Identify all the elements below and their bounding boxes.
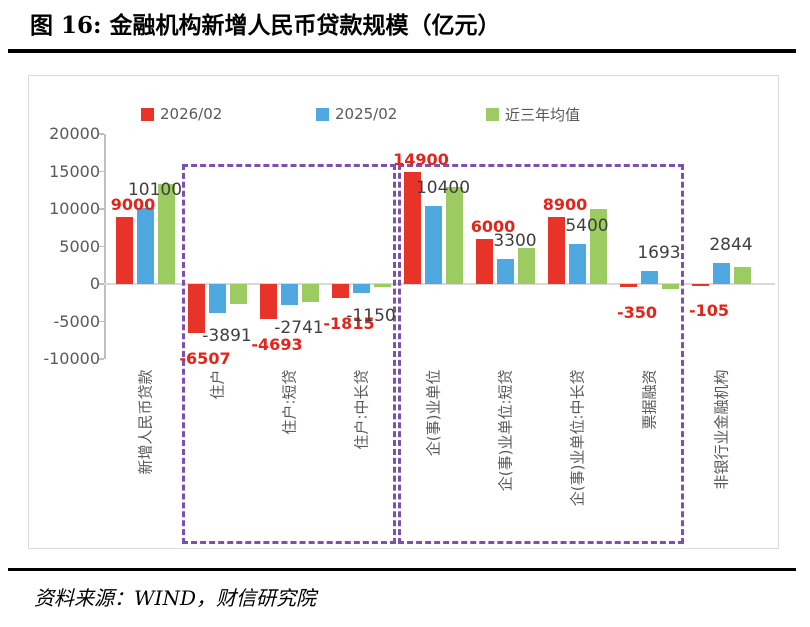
y-axis-line: [104, 134, 106, 359]
data-label-2025/02-新增人民币贷款: 10100: [127, 180, 183, 201]
legend-swatch-icon: [141, 107, 154, 121]
data-label-2026/02-企(事)业单位:中长贷: 8900: [542, 195, 588, 215]
bar-2025/02-住户:短贷: [280, 284, 298, 305]
bar-2026/02-票据融资: [619, 284, 637, 287]
bar-近三年均值-新增人民币贷款: [157, 183, 175, 284]
data-label-2026/02-新增人民币贷款: 9000: [110, 194, 156, 214]
legend-item-近三年均值: 近三年均值: [486, 105, 581, 124]
data-label-2026/02-住户:中长贷: -1815: [323, 313, 375, 333]
highlight-box-1: [182, 164, 396, 544]
category-label-新增人民币贷款: 新增人民币贷款: [136, 369, 154, 475]
bar-2026/02-企(事)业单位:中长贷: [547, 217, 565, 284]
category-label-住户:短贷: 住户:短贷: [280, 369, 298, 435]
y-axis-label: 10000: [49, 199, 100, 218]
y-axis-tick: [99, 320, 104, 323]
bar-2025/02-非银行业金融机构: [712, 262, 730, 284]
bar-2026/02-住户:中长贷: [331, 284, 349, 298]
data-label-2026/02-非银行业金融机构: -105: [688, 300, 730, 320]
legend-label: 近三年均值: [505, 105, 581, 124]
y-axis-tick: [99, 133, 104, 135]
y-axis-tick: [99, 170, 104, 173]
y-axis-label: 15000: [49, 161, 100, 181]
category-label-住户: 住户: [208, 369, 226, 400]
bar-近三年均值-票据融资: [661, 284, 679, 290]
bar-2025/02-住户:中长贷: [352, 284, 370, 293]
y-axis-tick: [99, 283, 104, 285]
bar-近三年均值-住户:中长贷: [373, 284, 391, 288]
y-axis-label: -10000: [43, 349, 100, 368]
source-note: 资料来源：WIND，财信研究院: [34, 586, 316, 610]
bar-2026/02-企(事)业单位: [403, 172, 421, 284]
bar-2025/02-企(事)业单位:中长贷: [568, 243, 586, 284]
bar-2026/02-非银行业金融机构: [691, 284, 709, 286]
highlight-box-2: [398, 164, 684, 544]
data-label-2025/02-非银行业金融机构: 2844: [709, 234, 753, 255]
category-label-票据融资: 票据融资: [640, 369, 658, 430]
data-label-2026/02-住户: -6507: [179, 348, 231, 368]
y-axis-label: 5000: [59, 236, 100, 256]
data-label-2026/02-企(事)业单位:短贷: 6000: [470, 217, 516, 236]
bar-近三年均值-住户: [229, 284, 247, 304]
bar-近三年均值-企(事)业单位: [445, 186, 463, 284]
category-label-住户:中长贷: 住户:中长贷: [352, 369, 370, 450]
data-label-2025/02-住户:中长贷: -1150: [346, 305, 396, 326]
y-axis-tick: [99, 208, 104, 210]
legend-label: 2026/02: [160, 105, 223, 123]
category-label-非银行业金融机构: 非银行业金融机构: [712, 369, 730, 490]
data-label-2026/02-住户:短贷: -4693: [251, 335, 303, 355]
y-axis-label: 20000: [49, 124, 100, 143]
bar-近三年均值-非银行业金融机构: [733, 266, 751, 284]
data-label-2025/02-企(事)业单位: 10400: [415, 178, 471, 198]
y-axis-tick: [99, 245, 104, 248]
data-label-2026/02-企(事)业单位: 14900: [393, 150, 449, 170]
y-axis-label: 0: [89, 274, 100, 293]
figure-header: 图 16: 金融机构新增人民币贷款规模（亿元）: [8, 6, 796, 53]
y-axis-tick: [99, 358, 104, 360]
loan-bar-chart: 2026/02 2025/02 近三年均值 20000 15000 10000 5000 0…: [28, 75, 779, 549]
bar-近三年均值-企(事)业单位:中长贷: [589, 209, 607, 284]
legend-swatch-icon: [486, 107, 499, 121]
zero-gridline: [104, 283, 775, 285]
legend-label: 2025/02: [335, 105, 398, 123]
bar-2025/02-企(事)业单位: [424, 206, 442, 284]
bar-2025/02-住户: [208, 284, 226, 314]
bar-2026/02-新增人民币贷款: [115, 216, 133, 284]
category-label-企(事)业单位: 企(事)业单位: [424, 369, 442, 456]
figure-title: 图 16: 金融机构新增人民币贷款规模（亿元）: [30, 12, 501, 39]
bar-近三年均值-住户:短贷: [301, 284, 319, 303]
category-label-企(事)业单位:短贷: 企(事)业单位:短贷: [496, 369, 514, 491]
category-label-企(事)业单位:中长贷: 企(事)业单位:中长贷: [568, 369, 586, 506]
legend-item-2026/02: 2026/02: [141, 105, 223, 123]
data-label-2026/02-票据融资: -350: [616, 302, 658, 322]
footer-divider: [8, 568, 796, 571]
bar-2026/02-住户:短贷: [259, 284, 277, 320]
data-label-2025/02-住户: -3891: [202, 326, 252, 347]
data-label-2025/02-企(事)业单位:短贷: 3300: [493, 231, 537, 252]
data-label-2025/02-企(事)业单位:中长贷: 5400: [565, 215, 609, 236]
bar-2026/02-企(事)业单位:短贷: [475, 239, 493, 284]
data-label-2025/02-住户:短贷: -2741: [274, 317, 324, 338]
bar-2025/02-票据融资: [640, 271, 658, 284]
bar-2026/02-住户: [187, 284, 205, 333]
bar-近三年均值-企(事)业单位:短贷: [517, 248, 535, 284]
bar-2025/02-企(事)业单位:短贷: [496, 259, 514, 284]
legend-swatch-icon: [316, 107, 329, 121]
y-axis-label: -5000: [53, 311, 101, 331]
bar-2025/02-新增人民币贷款: [136, 208, 154, 284]
legend-item-2025/02: 2025/02: [316, 105, 398, 123]
data-label-2025/02-票据融资: 1693: [637, 243, 681, 264]
